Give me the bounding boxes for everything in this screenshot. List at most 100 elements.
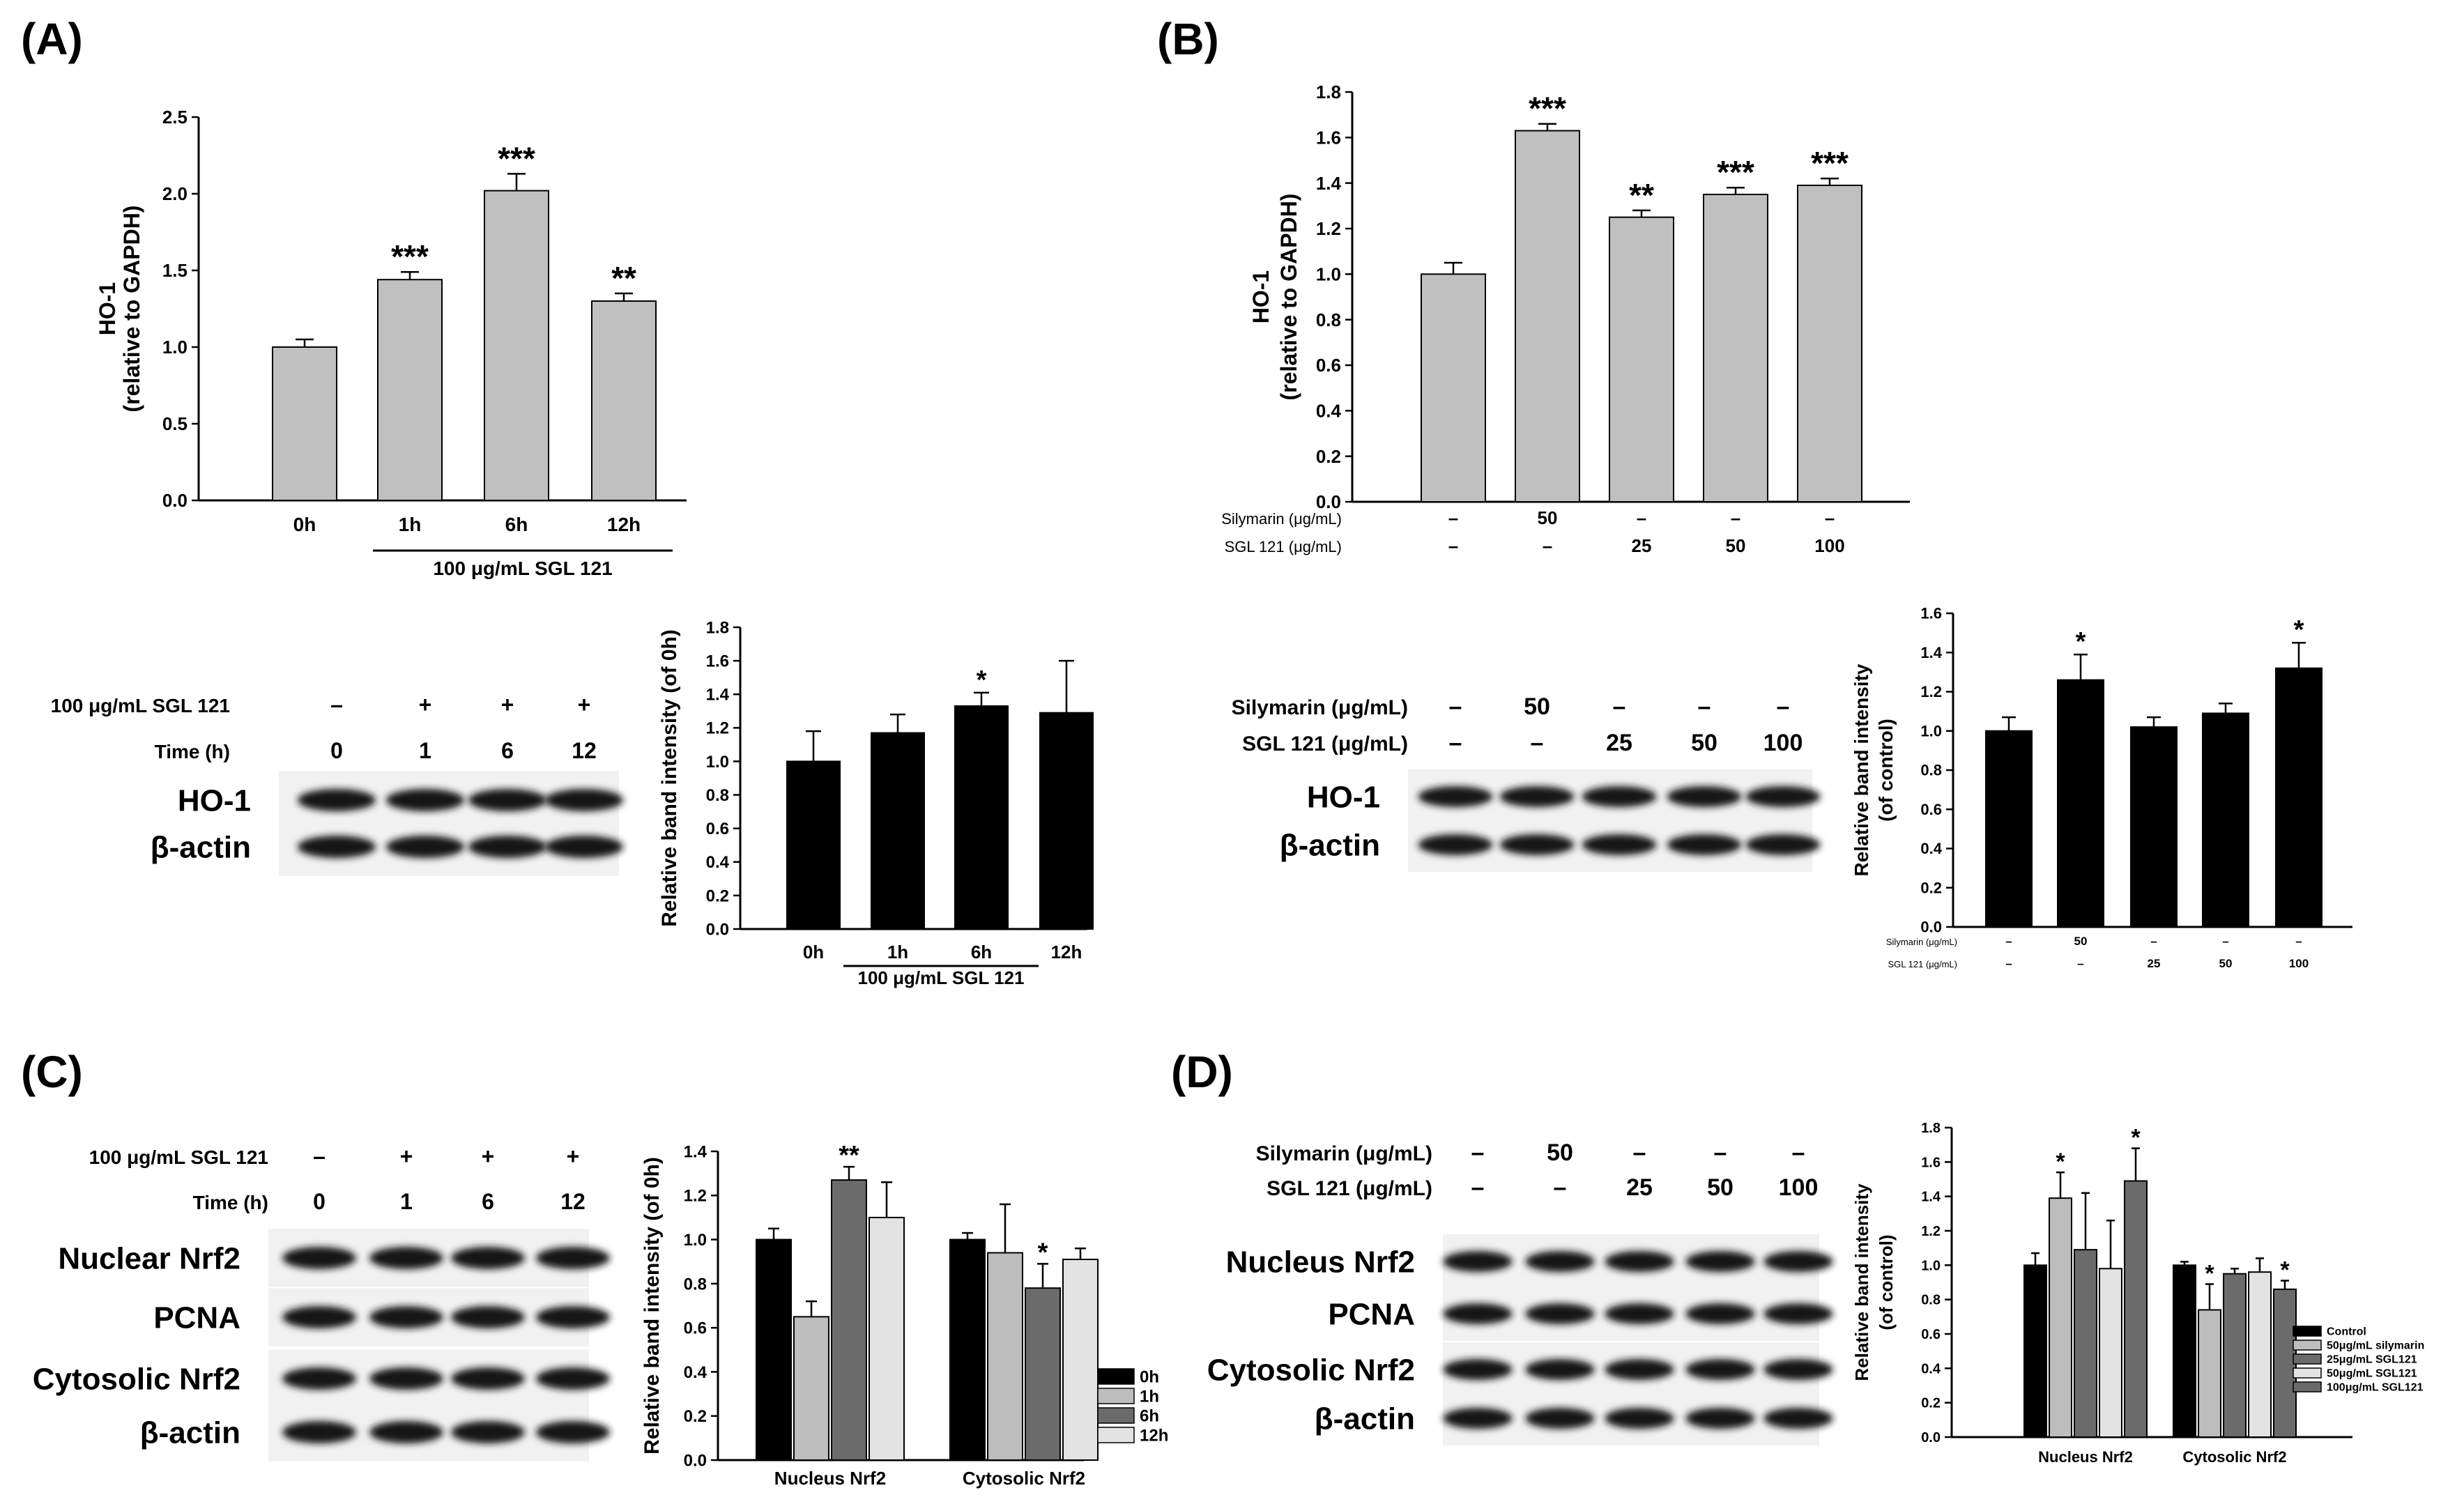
blot-row-value: 25 bbox=[1626, 1174, 1653, 1201]
bar bbox=[2099, 1268, 2122, 1438]
row-value: 50 bbox=[2074, 935, 2088, 948]
bar bbox=[2049, 1197, 2072, 1438]
y-tick-label: 1.0 bbox=[1920, 722, 1942, 739]
blot-band bbox=[1443, 1359, 1513, 1380]
legend-swatch bbox=[1097, 1407, 1135, 1424]
blot-row-value: + bbox=[419, 692, 432, 717]
blot-band bbox=[1525, 1303, 1595, 1324]
blot-row-value: – bbox=[1777, 693, 1790, 720]
panel-label-a: (A) bbox=[21, 14, 83, 64]
blot-band bbox=[468, 789, 547, 811]
blot-band bbox=[1443, 1408, 1513, 1429]
bar bbox=[1703, 194, 1768, 502]
row-value: – bbox=[2295, 935, 2302, 948]
y-axis-label: Relative band intensity (of 0h) bbox=[658, 629, 681, 927]
band-label: HO-1 bbox=[1307, 780, 1380, 814]
y-tick-label: 1.4 bbox=[1920, 644, 1942, 661]
blot-row-label: Time (h) bbox=[155, 741, 230, 762]
blot-band bbox=[297, 789, 376, 811]
y-axis-label: Relative band intensity bbox=[1851, 663, 1872, 876]
bar bbox=[1421, 273, 1486, 502]
significance-marker: * bbox=[2294, 615, 2304, 645]
y-axis-label: HO-1 bbox=[95, 282, 120, 335]
bar bbox=[831, 1179, 867, 1461]
y-tick-label: 1.0 bbox=[162, 337, 188, 358]
y-tick-label: 1.6 bbox=[1316, 127, 1341, 148]
row-value: – bbox=[1448, 507, 1458, 528]
row-value: 50 bbox=[1538, 507, 1558, 528]
y-tick-label: 0.2 bbox=[1316, 446, 1341, 467]
significance-marker: *** bbox=[1717, 154, 1754, 190]
y-tick-label: 0.0 bbox=[162, 490, 188, 511]
blot-band bbox=[451, 1421, 525, 1443]
y-axis-label-2: (relative to GAPDH) bbox=[119, 206, 144, 413]
significance-marker: * bbox=[2076, 627, 2086, 657]
legend-label: 100μg/mL SGL121 bbox=[2327, 1382, 2424, 1394]
legend-swatch bbox=[2293, 1381, 2322, 1392]
panel-label-b: (B) bbox=[1157, 14, 1219, 64]
y-tick-label: 1.6 bbox=[1920, 605, 1942, 622]
bar bbox=[2248, 1271, 2272, 1438]
row-value: – bbox=[2005, 957, 2012, 970]
charts-layer: 0.00.51.01.52.02.5HO-1 (relative to GAPDH… bbox=[95, 82, 2424, 1489]
band-label: β-actin bbox=[151, 830, 251, 864]
legend-label: 6h bbox=[1140, 1406, 1159, 1425]
y-tick-label: 0.6 bbox=[1921, 1327, 1941, 1342]
y-tick-label: 0.6 bbox=[706, 820, 729, 838]
blot-row-value: – bbox=[1471, 1139, 1485, 1166]
blot-row-value: – bbox=[1531, 730, 1544, 756]
y-axis-label-2: (of control) bbox=[1876, 1234, 1897, 1330]
x-tick-label: 12h bbox=[1051, 942, 1082, 962]
bar bbox=[1062, 1259, 1099, 1461]
y-tick-label: 0.4 bbox=[684, 1363, 707, 1382]
blot-band bbox=[1667, 834, 1742, 855]
y-tick-label: 1.5 bbox=[162, 260, 188, 281]
chart-A_top: 0.0 0.5 1.0 1.5 2.0 2.5 HO-1 (relative to GAPDH… bbox=[95, 107, 687, 579]
y-tick-label: 0.2 bbox=[706, 887, 729, 905]
blot-band bbox=[451, 1306, 525, 1328]
chart-D: 0.0 0.2 0.4 0.6 0.8 1.0 1.2 1.4 1.6 1.8 Relative b… bbox=[1851, 1121, 2424, 1466]
bar bbox=[756, 1238, 792, 1461]
x-group-label: Nucleus Nrf2 bbox=[2038, 1448, 2133, 1466]
blot-a: 100 μg/mL SGL 121 Time (h) – 0 +1 +6 +12 HO-1 β-… bbox=[51, 692, 624, 876]
y-tick-label: 0.4 bbox=[1316, 400, 1342, 421]
blot-band bbox=[1605, 1303, 1674, 1324]
blot-band bbox=[1685, 1408, 1755, 1429]
y-tick-label: 1.8 bbox=[706, 618, 729, 637]
blot-row-label: 100 μg/mL SGL 121 bbox=[51, 695, 230, 716]
y-tick-label: 0.0 bbox=[684, 1451, 707, 1470]
blot-band bbox=[451, 1247, 525, 1269]
bar bbox=[1515, 130, 1580, 503]
x-group-label: Nucleus Nrf2 bbox=[774, 1468, 886, 1489]
blot-band bbox=[1418, 834, 1493, 855]
blot-band bbox=[1745, 786, 1821, 807]
chart-A_mid: 0.0 0.2 0.4 0.6 0.8 1.0 1.2 1.4 1.6 1.8 Relative b… bbox=[658, 618, 1094, 988]
blot-row-value: 1 bbox=[400, 1189, 413, 1214]
row-value: – bbox=[1731, 507, 1740, 528]
y-tick-label: 0.2 bbox=[1920, 879, 1942, 896]
y-tick-label: 1.2 bbox=[1921, 1224, 1941, 1239]
significance-marker: * bbox=[2280, 1257, 2290, 1284]
y-tick-label: 1.0 bbox=[684, 1231, 707, 1250]
bar bbox=[591, 300, 657, 501]
y-tick-label: 1.2 bbox=[1920, 683, 1942, 700]
blot-band bbox=[1443, 1303, 1513, 1324]
blot-row-value: 6 bbox=[501, 738, 514, 763]
blot-band bbox=[536, 1367, 610, 1390]
blot-row-value: 25 bbox=[1606, 730, 1632, 756]
y-axis-label-2: (of control) bbox=[1875, 719, 1897, 822]
group-label: 100 μg/mL SGL 121 bbox=[433, 558, 612, 579]
significance-marker: ** bbox=[839, 1141, 859, 1170]
y-tick-label: 1.2 bbox=[706, 719, 729, 738]
bar bbox=[871, 732, 925, 930]
blot-row-value: 100 bbox=[1763, 730, 1803, 756]
legend-label: 25μg/mL SGL121 bbox=[2327, 1354, 2417, 1366]
blot-row-value: 6 bbox=[482, 1189, 494, 1214]
band-label: β-actin bbox=[1315, 1402, 1415, 1436]
y-tick-label: 0.8 bbox=[1316, 309, 1341, 330]
legend-swatch bbox=[1097, 1368, 1135, 1385]
y-tick-label: 0.4 bbox=[706, 853, 730, 872]
blot-band bbox=[1418, 786, 1493, 807]
blot-row-value: 50 bbox=[1691, 730, 1717, 756]
row-value: – bbox=[2077, 957, 2083, 970]
